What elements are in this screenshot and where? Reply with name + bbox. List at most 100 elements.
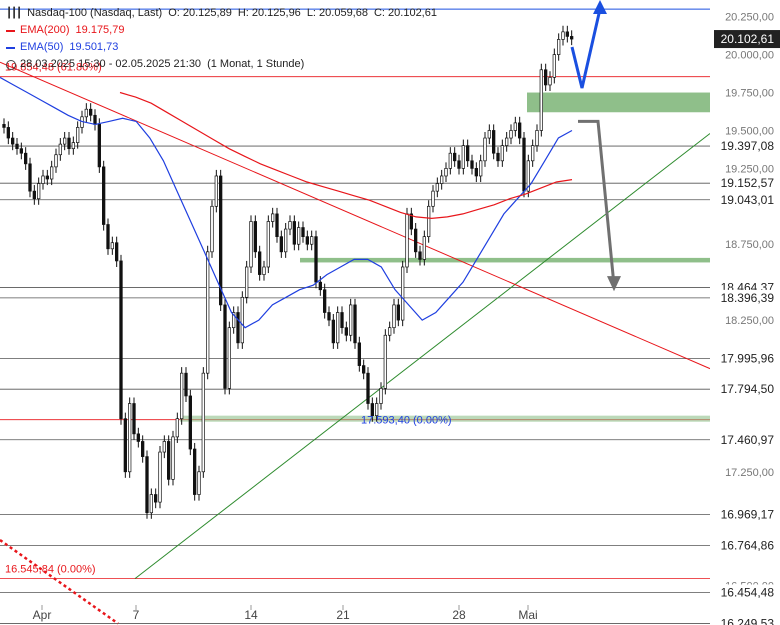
price-tick-label: 18.750,00 [725, 239, 774, 251]
candle-body [76, 127, 80, 143]
candle-body [180, 372, 184, 420]
candle-body [253, 221, 257, 253]
candle-body [175, 418, 179, 438]
candle-body [487, 130, 491, 139]
level-label: 17.995,96 [721, 352, 775, 366]
candle-body [431, 190, 435, 207]
candle-body [193, 448, 197, 495]
instrument-title: Nasdaq-100 (Nasdaq, Last) [27, 7, 163, 19]
candle-body [565, 31, 569, 37]
level-label-bg [714, 537, 778, 554]
candle-body [405, 213, 409, 268]
candle-body [63, 137, 67, 145]
candle-body [301, 227, 305, 238]
candle-body [379, 387, 383, 404]
level-label-bg [714, 289, 778, 306]
last-price-label: 20.102,61 [721, 32, 775, 46]
support-zone [527, 92, 710, 113]
ema200-swatch [6, 29, 15, 32]
price-tick-label: 19.500,00 [725, 125, 774, 137]
candle-body [154, 494, 158, 503]
level-label: 17.794,50 [721, 382, 775, 396]
candle-body [427, 205, 431, 238]
level-label-bg [714, 615, 778, 625]
candle-body [93, 114, 97, 125]
dotted-trend-line [0, 539, 119, 625]
legend-ema200-row[interactable]: EMA(200) 19.175,79 [6, 22, 443, 39]
candle-body [288, 221, 292, 230]
candle-body [271, 213, 275, 222]
downtrend-line [0, 61, 711, 370]
candle-body [500, 145, 504, 162]
fib-labels: 19.854,48 (61.80%) 17.593,40 (0.00%) 16.54… [5, 62, 452, 576]
candle-body [197, 471, 201, 495]
candle-body [552, 54, 556, 78]
candle-body [37, 183, 41, 200]
candle-body [149, 494, 153, 514]
candle-body [310, 236, 314, 245]
candle-body [544, 69, 548, 86]
ema50-value: 19.501,73 [69, 41, 119, 53]
level-label: 19.043,01 [721, 193, 775, 207]
candle-body [284, 228, 288, 253]
ema-lines [0, 76, 573, 329]
candle-body [123, 418, 127, 473]
candle-body [366, 372, 370, 404]
ema50-swatch [6, 46, 15, 49]
candle-body [323, 289, 327, 313]
candle-body [418, 251, 422, 260]
candle-body [141, 441, 145, 457]
candle-body [461, 145, 465, 169]
time-tick-label: Apr [33, 608, 52, 622]
candle-body [422, 236, 426, 260]
price-axis[interactable]: 20.250,00 20.000,00 19.750,00 19.500,00 19.2… [710, 0, 780, 625]
bearish-arrow [578, 119, 616, 286]
legend-ema50-row[interactable]: EMA(50) 19.501,73 [6, 39, 443, 56]
time-axis[interactable]: Apr 7 14 21 28 Mai [33, 605, 538, 622]
level-label: 19.152,57 [721, 176, 775, 190]
candle-type-icon[interactable]: ┃┃┃ [6, 8, 22, 19]
candle-body [318, 281, 322, 291]
level-label: 16.454,48 [721, 585, 775, 599]
candle-body [158, 451, 162, 503]
candle-body [340, 312, 344, 329]
projection-arrows [570, 0, 621, 292]
candle-body [210, 205, 214, 253]
candle-body [388, 327, 392, 336]
candle-body [414, 228, 418, 253]
candle-body [444, 168, 448, 177]
candle-body [314, 236, 318, 283]
candle-body [145, 456, 149, 514]
candle-body [492, 130, 496, 154]
candle-body [132, 403, 136, 435]
level-label: 16.969,17 [721, 507, 775, 521]
candle-body [128, 403, 132, 473]
candle-body [58, 143, 62, 156]
candle-body [67, 137, 71, 150]
fib-label: 16.545,84 (0.00%) [5, 564, 96, 576]
date-range: 28.03.2025 15:30 - 02.05.2025 21:30 [20, 58, 202, 70]
level-label: 18.396,39 [721, 291, 775, 305]
candle-body [539, 69, 543, 131]
candle-body [522, 137, 526, 192]
candle-body [375, 403, 379, 417]
candle-body [54, 154, 58, 168]
level-label-bg [714, 584, 778, 601]
legend-ohlc-row: ┃┃┃ Nasdaq-100 (Nasdaq, Last) O: 20.125,… [6, 5, 443, 22]
candle-body [249, 221, 253, 268]
time-tick-label: 7 [133, 608, 140, 622]
price-tick-label: 19.250,00 [725, 163, 774, 175]
candle-body [110, 242, 114, 250]
candle-body [214, 175, 218, 207]
time-tick-label: 21 [336, 608, 350, 622]
candle-body [119, 260, 123, 420]
candle-body [167, 441, 171, 480]
close-value: C: 20.102,61 [373, 7, 437, 19]
candle-body [518, 122, 522, 139]
candle-body [102, 166, 106, 225]
candle-body [448, 152, 452, 169]
price-tick-label: 20.000,00 [725, 50, 774, 62]
candle-body [401, 266, 405, 321]
candle-body [6, 127, 10, 139]
